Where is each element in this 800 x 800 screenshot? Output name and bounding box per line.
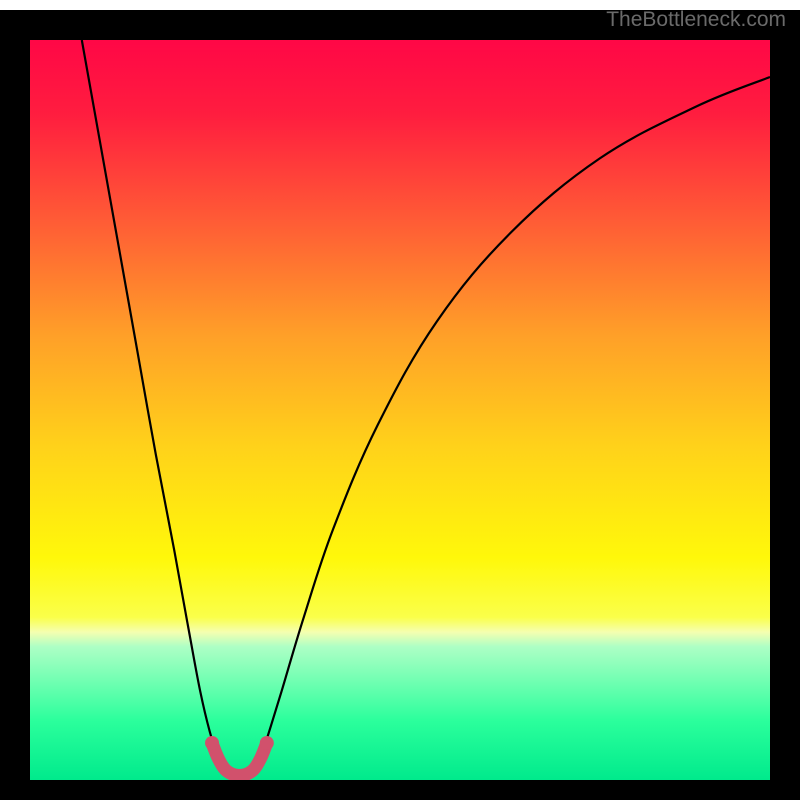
- gradient-background: [30, 40, 770, 780]
- watermark-text: TheBottleneck.com: [606, 8, 786, 32]
- bottleneck-chart: [0, 0, 800, 800]
- chart-container: TheBottleneck.com: [0, 0, 800, 800]
- marker-dot: [205, 736, 219, 750]
- marker-dot: [260, 736, 274, 750]
